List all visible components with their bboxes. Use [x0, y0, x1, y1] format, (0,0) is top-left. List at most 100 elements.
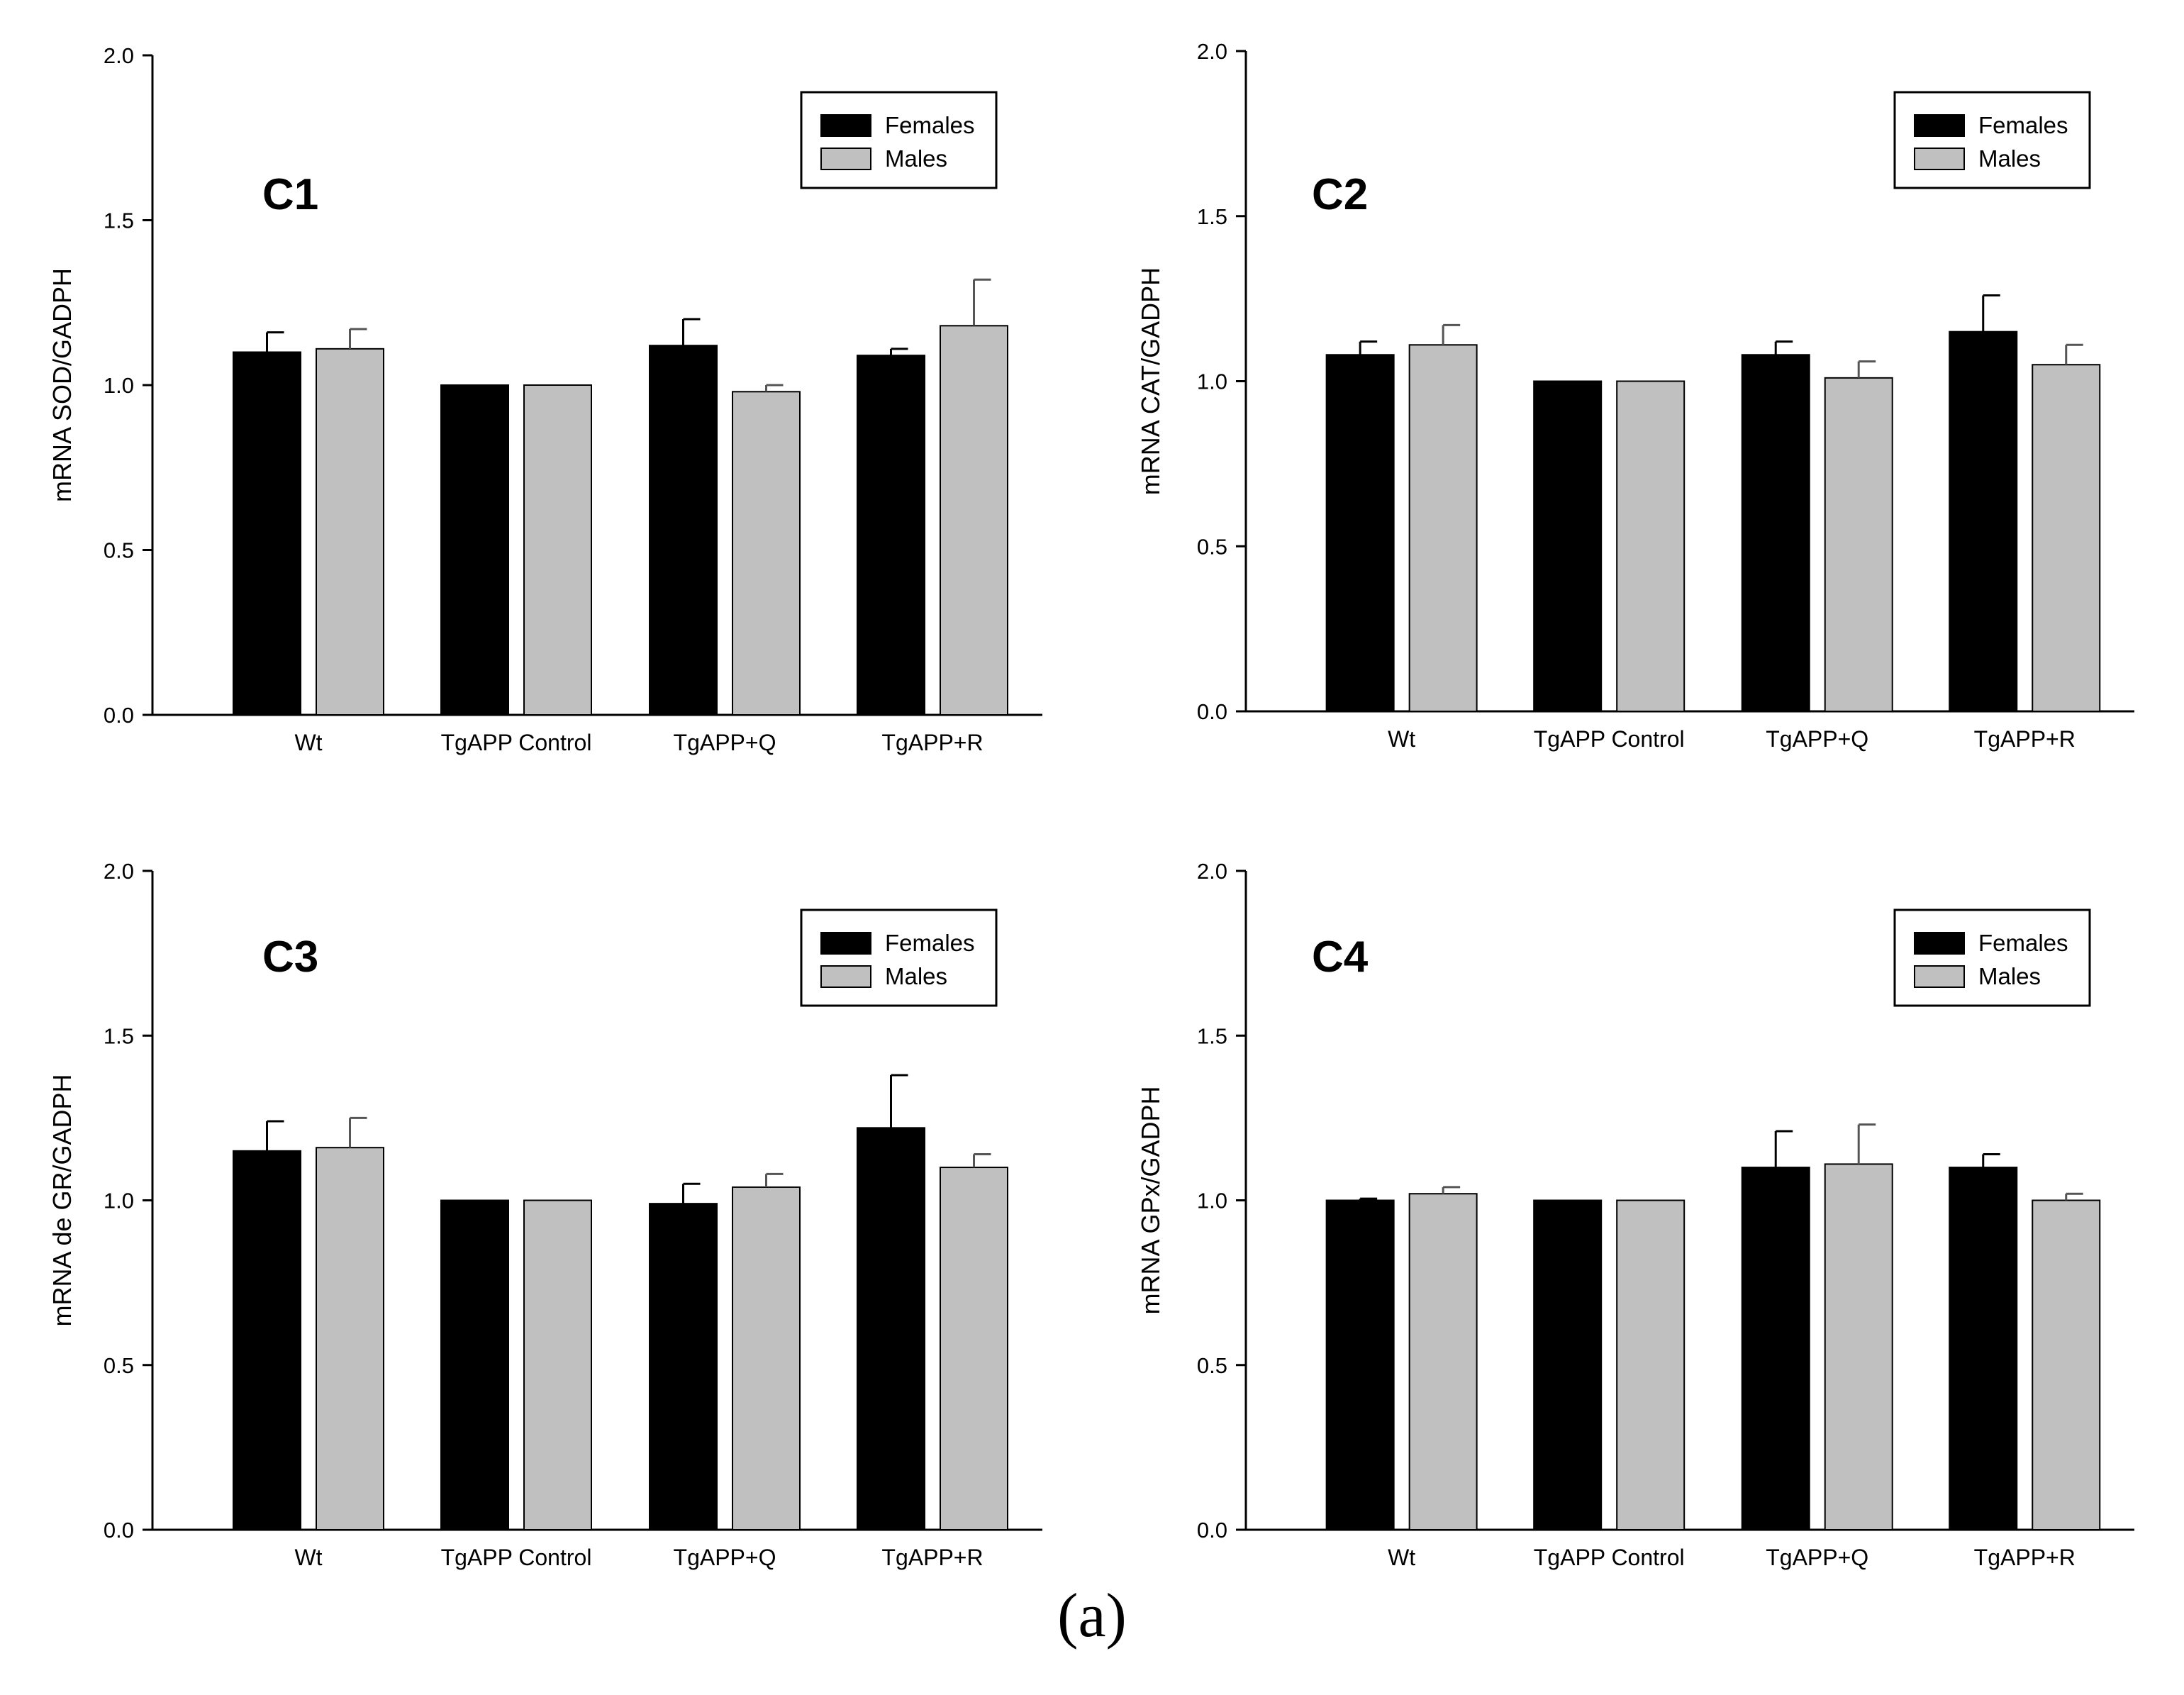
- legend-box: [1893, 908, 2091, 1007]
- bar-males-2: [732, 1186, 801, 1531]
- legend-swatch-females: [1914, 114, 1965, 137]
- y-tick-label: 0.5: [1197, 1353, 1227, 1378]
- bar-females-2: [649, 345, 718, 716]
- bar-males-1: [523, 384, 592, 716]
- bar-males-0: [1408, 344, 1478, 713]
- x-tick-label: Wt: [1388, 726, 1415, 752]
- y-axis-label: mRNA CAT/GADPH: [1136, 267, 1165, 495]
- bar-males-3: [2032, 364, 2101, 712]
- bar-females-0: [1325, 354, 1395, 712]
- bar-females-2: [1741, 1167, 1810, 1531]
- panel-label: C4: [1312, 933, 1369, 982]
- bar-females-1: [1533, 380, 1603, 712]
- bar-males-1: [1616, 1199, 1686, 1530]
- legend-label-males: Males: [885, 145, 947, 172]
- y-tick-label: 1.0: [1197, 1189, 1227, 1213]
- bar-males-0: [1408, 1193, 1478, 1530]
- bar-males-3: [2032, 1199, 2101, 1530]
- y-tick-label: 0.5: [104, 538, 134, 563]
- x-tick-label: TgAPP+Q: [1766, 1545, 1868, 1570]
- legend-label-males: Males: [1978, 145, 2041, 172]
- x-tick-label: TgAPP+R: [1974, 726, 2076, 752]
- legend-swatch-males: [1914, 148, 1965, 170]
- y-tick-label: 1.0: [104, 1189, 134, 1213]
- bar-females-3: [857, 355, 925, 716]
- x-tick-label: TgAPP+R: [881, 730, 983, 755]
- y-axis-label: mRNA SOD/GADPH: [48, 268, 77, 502]
- y-tick-label: 1.0: [1197, 369, 1227, 394]
- y-tick-label: 0.0: [104, 703, 134, 728]
- bar-females-3: [1949, 1167, 2018, 1531]
- bar-males-0: [316, 348, 384, 716]
- legend-swatch-females: [820, 114, 871, 137]
- y-tick-label: 2.0: [104, 859, 134, 884]
- legend-label-females: Females: [885, 112, 975, 138]
- x-tick-label: TgAPP+R: [1974, 1545, 2076, 1570]
- legend-label-males: Males: [885, 963, 947, 989]
- bar-females-0: [1325, 1199, 1395, 1530]
- y-tick-label: 0.0: [1197, 699, 1227, 724]
- bar-females-0: [233, 351, 301, 716]
- bar-males-3: [940, 1167, 1008, 1531]
- bar-males-0: [316, 1147, 384, 1531]
- y-tick-label: 0.5: [1197, 534, 1227, 559]
- bar-females-0: [233, 1150, 301, 1530]
- y-axis-label: mRNA GPx/GADPH: [1136, 1086, 1165, 1314]
- y-tick-label: 1.5: [104, 209, 134, 233]
- legend-box: [800, 908, 998, 1007]
- y-axis-label: mRNA de GR/GADPH: [48, 1074, 77, 1326]
- x-tick-label: Wt: [294, 730, 322, 755]
- x-tick-label: TgAPP Control: [441, 1545, 592, 1570]
- x-tick-label: Wt: [294, 1545, 322, 1570]
- legend-label-females: Females: [1978, 112, 2068, 138]
- y-tick-label: 0.0: [104, 1518, 134, 1543]
- bar-females-1: [1533, 1199, 1603, 1530]
- x-tick-label: TgAPP Control: [1534, 726, 1685, 752]
- bar-males-3: [940, 325, 1008, 716]
- legend-swatch-males: [820, 965, 871, 988]
- bar-males-2: [1824, 1163, 1893, 1530]
- y-tick-label: 1.5: [1197, 204, 1227, 229]
- y-tick-label: 2.0: [1197, 859, 1227, 884]
- legend-swatch-males: [820, 148, 871, 170]
- bar-females-3: [1949, 330, 2018, 712]
- y-tick-label: 1.0: [104, 373, 134, 398]
- chart-panel-c2: 0.0 0.5 1.0 1.5 2.0 mRNA CAT/GADPH C2 Wt TgAPP C…: [1136, 39, 2134, 752]
- legend-box: [1893, 91, 2091, 189]
- chart-panel-c4: 0.0 0.5 1.0 1.5 2.0 mRNA GPx/GADPH C4 Wt TgAPP C…: [1136, 859, 2134, 1570]
- x-tick-label: TgAPP Control: [441, 730, 592, 755]
- legend-box: [800, 91, 998, 189]
- legend-label-females: Females: [885, 930, 975, 956]
- y-tick-label: 1.5: [1197, 1023, 1227, 1048]
- bar-females-2: [649, 1203, 718, 1531]
- bar-males-2: [1824, 377, 1893, 712]
- y-tick-label: 1.5: [104, 1023, 134, 1048]
- panel-label: C1: [262, 170, 318, 219]
- bar-females-1: [440, 384, 509, 716]
- x-tick-label: TgAPP Control: [1534, 1545, 1685, 1570]
- legend-swatch-males: [1914, 965, 1965, 988]
- legend-swatch-females: [1914, 932, 1965, 955]
- bar-females-2: [1741, 354, 1810, 712]
- x-tick-label: TgAPP+R: [881, 1545, 983, 1570]
- figure-caption: (a): [1057, 1582, 1127, 1650]
- y-tick-label: 2.0: [1197, 39, 1227, 64]
- y-tick-label: 0.0: [1197, 1518, 1227, 1543]
- legend-label-females: Females: [1978, 930, 2068, 956]
- panel-label: C2: [1312, 170, 1368, 219]
- bar-males-1: [1616, 380, 1686, 712]
- x-tick-label: Wt: [1388, 1545, 1415, 1570]
- panel-label: C3: [262, 933, 318, 982]
- chart-panel-c1: 0.0 0.5 1.0 1.5 2.0 mRNA SOD/GADPH C1 Wt TgAPP C…: [48, 43, 1042, 755]
- legend-label-males: Males: [1978, 963, 2041, 989]
- bar-males-1: [523, 1199, 592, 1530]
- x-tick-label: TgAPP+Q: [674, 1545, 776, 1570]
- legend-swatch-females: [820, 932, 871, 955]
- x-tick-label: TgAPP+Q: [674, 730, 776, 755]
- chart-panel-c3: 0.0 0.5 1.0 1.5 2.0 mRNA de GR/GADPH C3 Wt TgAPP…: [48, 859, 1042, 1570]
- y-tick-label: 2.0: [104, 43, 134, 68]
- x-tick-label: TgAPP+Q: [1766, 726, 1868, 752]
- bar-females-1: [440, 1199, 509, 1530]
- bar-males-2: [732, 391, 801, 716]
